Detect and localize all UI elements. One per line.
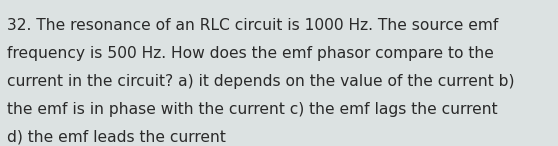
Text: current in the circuit? a) it depends on the value of the current b): current in the circuit? a) it depends on… (7, 74, 514, 89)
Text: frequency is 500 Hz. How does the emf phasor compare to the: frequency is 500 Hz. How does the emf ph… (7, 46, 494, 61)
Text: 32. The resonance of an RLC circuit is 1000 Hz. The source emf: 32. The resonance of an RLC circuit is 1… (7, 18, 499, 33)
Text: d) the emf leads the current: d) the emf leads the current (7, 130, 226, 145)
Text: the emf is in phase with the current c) the emf lags the current: the emf is in phase with the current c) … (7, 102, 498, 117)
